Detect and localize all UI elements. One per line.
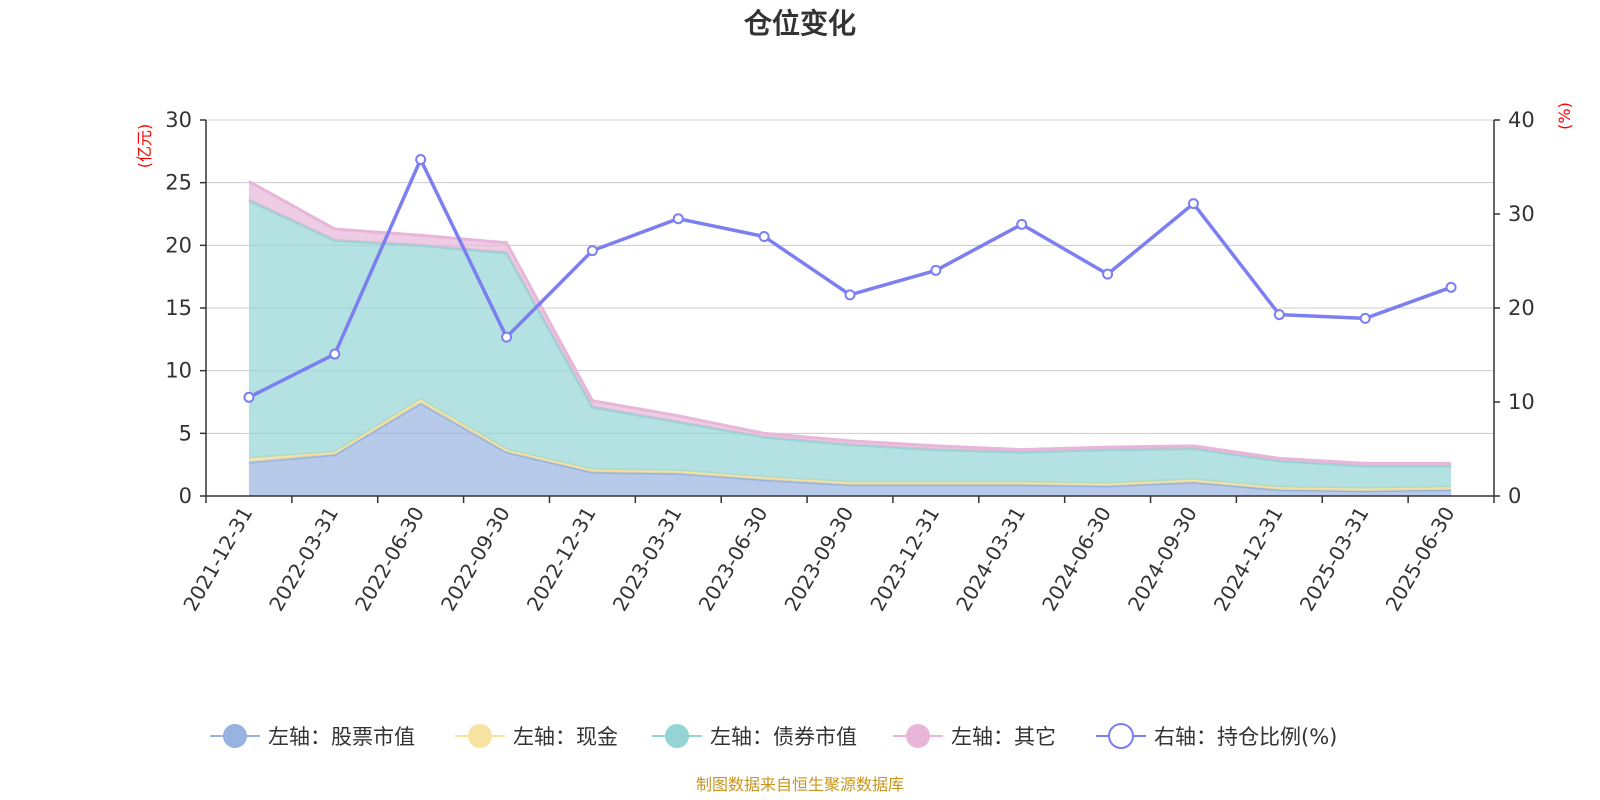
legend-marker — [223, 724, 247, 748]
ratio-point — [329, 348, 341, 360]
right-axis-tick-label: 20 — [1508, 296, 1535, 320]
ratio-point — [501, 331, 513, 343]
ratio-point — [1102, 268, 1114, 280]
right-axis-tick-label: 0 — [1508, 484, 1521, 508]
legend-item[interactable]: 左轴：现金 — [455, 724, 618, 749]
left-axis-tick-label: 0 — [179, 484, 192, 508]
legend-label: 左轴：股票市值 — [268, 725, 415, 749]
right-axis-tick-label: 10 — [1508, 390, 1535, 414]
x-axis-tick-label: 2024-09-30 — [1123, 503, 1202, 616]
legend-item[interactable]: 左轴：债券市值 — [652, 724, 857, 749]
legend-marker — [665, 724, 689, 748]
left-axis-tick-label: 5 — [179, 421, 192, 445]
right-axis-tick-label: 40 — [1508, 108, 1535, 132]
ratio-point — [586, 245, 598, 257]
area-edge-左轴：其它 — [248, 180, 1452, 465]
legend-item[interactable]: 左轴：其它 — [893, 724, 1056, 749]
x-axis-tick-label: 2024-06-30 — [1037, 503, 1116, 616]
legend-item[interactable]: 左轴：股票市值 — [210, 724, 415, 749]
x-axis-tick-label: 2023-06-30 — [694, 503, 773, 616]
ratio-point — [1445, 281, 1457, 293]
legend[interactable]: 左轴：股票市值 左轴：现金 左轴：债券市值 左轴：其它 右轴：持仓比例(%) — [210, 723, 1337, 749]
legend-label: 左轴：现金 — [513, 725, 618, 749]
x-axis-tick-label: 2024-03-31 — [951, 503, 1030, 616]
x-axis-tick-label: 2024-12-31 — [1209, 503, 1288, 616]
right-axis-unit: (%) — [1555, 102, 1574, 130]
ratio-point — [243, 391, 255, 403]
chart-title: 仓位变化 — [744, 7, 856, 40]
x-axis-tick-label: 2023-09-30 — [779, 503, 858, 616]
ratio-point — [415, 153, 427, 165]
ratio-point — [1187, 198, 1199, 210]
left-axis-unit: (亿元) — [135, 124, 154, 169]
area-左轴：股票市值 — [248, 403, 1452, 496]
x-axis-tick-label: 2022-06-30 — [350, 502, 429, 615]
ratio-point — [672, 213, 684, 225]
legend-label: 左轴：债券市值 — [710, 725, 857, 749]
left-axis-tick-label: 10 — [165, 359, 192, 383]
ratio-point — [844, 289, 856, 301]
x-axis-tick-label: 2023-03-31 — [608, 503, 687, 616]
x-axis-tick-label: 2023-12-31 — [865, 503, 944, 616]
left-axis-tick-label: 20 — [165, 233, 192, 257]
left-axis-tick-label: 25 — [165, 171, 192, 195]
ratio-line-layer — [243, 153, 1457, 403]
x-axis-tick-label: 2025-06-30 — [1380, 503, 1459, 616]
legend-marker — [1108, 723, 1134, 749]
x-axis-tick-label: 2022-03-31 — [264, 503, 343, 616]
legend-label: 左轴：其它 — [951, 725, 1056, 749]
right-axis-tick-label: 30 — [1508, 202, 1535, 226]
ratio-point — [930, 264, 942, 276]
legend-marker — [906, 724, 930, 748]
x-axis-tick-label: 2021-12-31 — [178, 503, 257, 616]
ratio-point — [1359, 312, 1371, 324]
data-source-footer: 制图数据来自恒生聚源数据库 — [696, 775, 904, 794]
x-axis-tick-label: 2025-03-31 — [1295, 503, 1374, 616]
area-左轴：债券市值 — [248, 200, 1452, 489]
x-axis-tick-label: 2022-09-30 — [436, 503, 515, 616]
legend-item[interactable]: 右轴：持仓比例(%) — [1096, 723, 1337, 749]
legend-marker — [468, 724, 492, 748]
left-axis-tick-label: 30 — [165, 108, 192, 132]
stacked-areas — [248, 180, 1452, 496]
left-axis-tick-label: 15 — [165, 296, 192, 320]
x-axis-tick-label: 2022-12-31 — [522, 503, 601, 616]
ratio-point — [1273, 309, 1285, 321]
legend-label: 右轴：持仓比例(%) — [1154, 725, 1337, 749]
ratio-point — [758, 231, 770, 243]
ratio-point — [1016, 218, 1028, 230]
